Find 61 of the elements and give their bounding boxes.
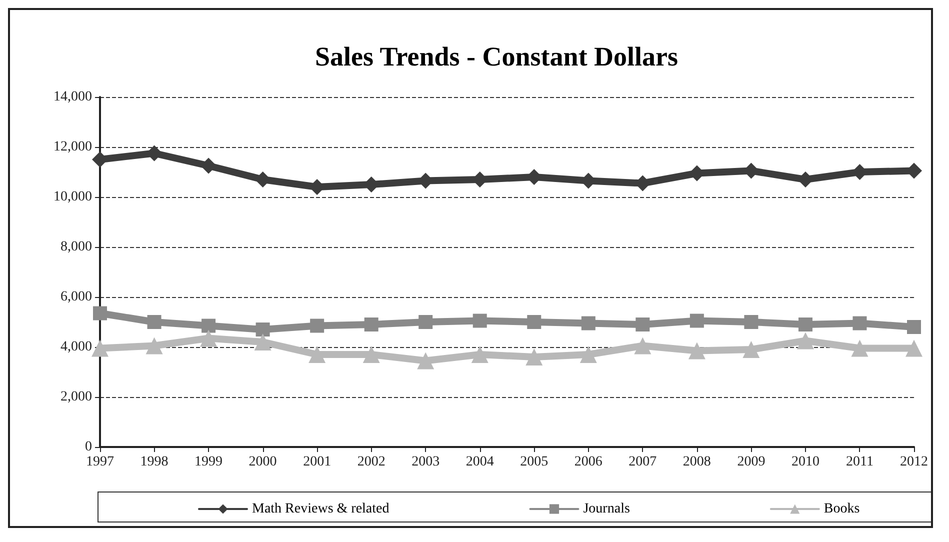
y-tick-label: 0 — [85, 440, 92, 454]
point — [146, 337, 163, 354]
point — [907, 320, 921, 334]
x-tick-label: 2009 — [737, 454, 766, 470]
point — [742, 341, 760, 358]
point — [472, 314, 487, 328]
x-tick-label: 2000 — [248, 454, 277, 470]
point — [200, 158, 217, 174]
point — [92, 340, 108, 357]
point — [147, 315, 162, 329]
x-tick-label: 2007 — [628, 454, 657, 470]
point — [796, 332, 814, 350]
point — [744, 315, 758, 329]
point — [690, 314, 704, 328]
y-tick-label: 10,000 — [54, 190, 92, 204]
point — [310, 318, 324, 333]
point — [93, 306, 107, 320]
y-tick-label: 4,000 — [60, 340, 92, 354]
y-tick-label: 12,000 — [54, 140, 92, 154]
point — [418, 315, 433, 329]
point — [580, 346, 597, 363]
y-tick-label: 6,000 — [60, 290, 92, 304]
point — [362, 346, 380, 363]
x-tick-label: 2003 — [412, 454, 440, 470]
point — [527, 315, 542, 329]
point — [256, 322, 270, 336]
point — [202, 318, 216, 333]
x-tick-label: 1998 — [140, 454, 168, 470]
chart-title: Sales Trends - Constant Dollars — [315, 42, 678, 72]
point — [906, 340, 922, 357]
legend-label: Math Reviews & related — [252, 502, 390, 516]
point — [636, 318, 650, 332]
x-tick-label: 1999 — [194, 454, 223, 470]
point — [798, 318, 812, 332]
x-tick-label: 1997 — [86, 454, 114, 470]
x-tick-label: 2010 — [791, 454, 820, 470]
x-tick-label: 2001 — [303, 454, 332, 470]
point — [417, 352, 434, 370]
x-tick-label: 2006 — [574, 454, 602, 470]
point — [634, 337, 652, 354]
legend-label: Journals — [583, 502, 630, 516]
point — [200, 330, 218, 347]
x-tick-label: 2005 — [520, 454, 548, 470]
point — [254, 334, 272, 350]
x-tick-label: 2004 — [466, 454, 494, 470]
legend-label: Books — [824, 502, 860, 516]
point — [308, 346, 326, 363]
point — [688, 342, 706, 360]
point — [581, 316, 596, 330]
x-tick-label: 2011 — [846, 454, 874, 470]
x-tick-label: 2008 — [682, 454, 711, 470]
x-tick-label: 2012 — [900, 454, 928, 470]
y-tick-label: 8,000 — [60, 240, 92, 254]
point — [526, 348, 543, 366]
point — [471, 346, 488, 363]
point — [852, 316, 867, 330]
point — [851, 340, 868, 357]
y-tick-label: 2,000 — [60, 390, 92, 404]
point — [364, 318, 378, 332]
y-tick-label: 14,000 — [54, 90, 92, 104]
x-tick-label: 2002 — [357, 454, 386, 470]
